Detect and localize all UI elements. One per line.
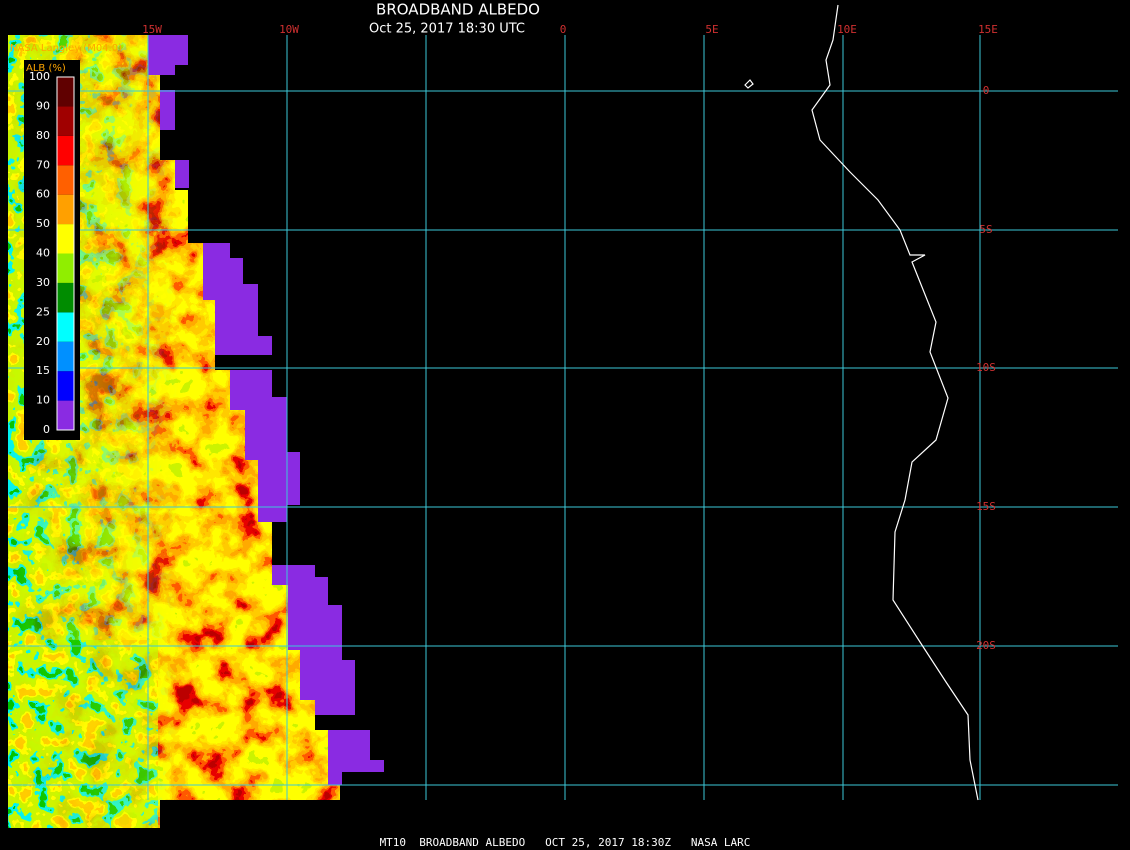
longitude-label: 15W [142,23,162,36]
legend-swatch [57,371,74,401]
legend-tick-label: 100 [29,70,50,83]
legend-swatch [57,341,74,372]
footer: MT10 BROADBAND ALBEDO OCT 25, 2017 18:30… [380,836,751,849]
legend-tick-label: 40 [36,247,50,260]
legend-swatch [57,106,74,136]
legend-swatch [57,77,74,107]
legend-swatch [57,282,74,313]
legend-tick-label: 30 [36,276,50,289]
latitude-label: 15S [976,500,996,513]
latitude-label: 5S [979,223,992,236]
legend-swatch [57,135,74,166]
latitude-label: 0 [983,84,990,97]
longitude-label: 10E [837,23,857,36]
coastline [744,4,979,801]
map-subtitle: Oct 25, 2017 18:30 UTC [369,22,525,37]
legend-tick-label: 0 [43,423,50,436]
source-label: NASA Langley (M04.0) [10,43,122,54]
longitude-label: 15E [978,23,998,36]
legend-swatch [57,194,74,225]
legend-tick-label: 90 [36,99,50,112]
longitude-label: 10W [279,23,299,36]
legend-tick-label: 60 [36,188,50,201]
legend: ALB (%) 0 10 15 20 25 30 40 50 60 70 80 90 100 [24,60,80,440]
legend-tick-label: 10 [36,394,50,407]
legend-swatch [57,400,74,430]
legend-tick-label: 25 [36,305,50,318]
legend-title: ALB (%) [26,63,66,74]
legend-swatch [57,253,74,283]
graticule [8,35,1118,800]
legend-tick-label: 20 [36,335,50,348]
map-title: BROADBAND ALBEDO [376,1,540,19]
latitude-label: 20S [976,639,996,652]
longitude-label: 0 [560,23,567,36]
legend-tick-label: 80 [36,129,50,142]
latitude-label: 10S [976,361,996,374]
legend-frame [56,76,75,431]
legend-swatch [57,165,74,195]
legend-swatch [57,312,74,342]
legend-swatch [57,224,74,254]
legend-tick-label: 50 [36,217,50,230]
no-data-blocks [148,35,384,785]
longitude-label: 5E [705,23,718,36]
legend-tick-label: 70 [36,158,50,171]
legend-tick-label: 15 [36,364,50,377]
